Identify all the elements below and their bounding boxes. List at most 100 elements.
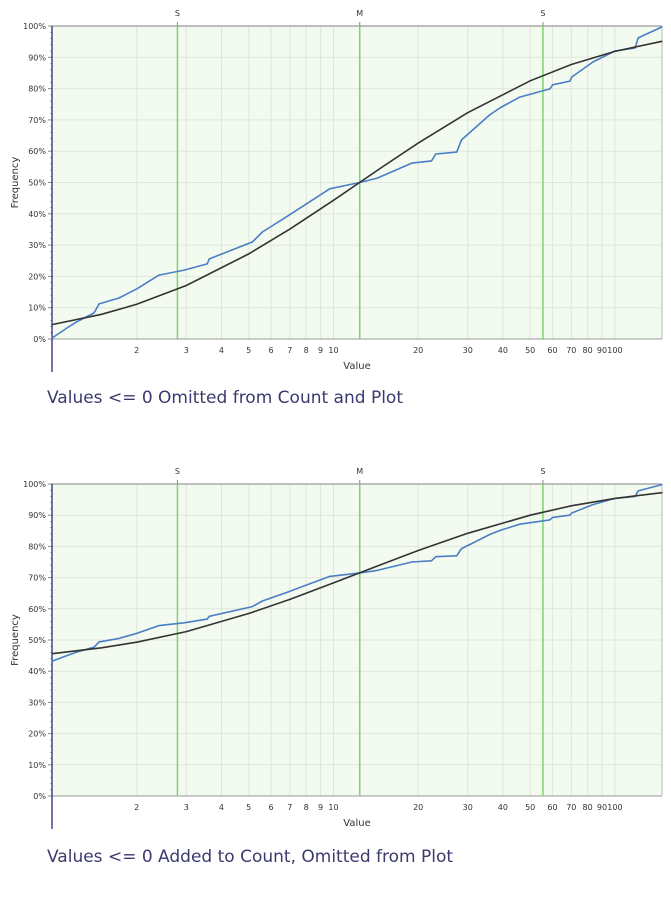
- empirical-point: [66, 655, 68, 657]
- fitted-point: [185, 630, 187, 633]
- marker-label: M: [356, 9, 363, 18]
- empirical-point: [158, 625, 160, 627]
- empirical-point: [93, 646, 95, 648]
- empirical-point: [474, 127, 476, 129]
- empirical-point: [411, 162, 413, 164]
- chart-1: 0% 10% 20% 30% 40% 50% 60% 70% 80% 90% 100% 2 3 4 5 6 7 8…: [10, 9, 663, 408]
- y-tick-label: 10%: [28, 761, 46, 770]
- empirical-point: [305, 203, 307, 205]
- x-tick-label: 6: [268, 346, 273, 355]
- empirical-point: [206, 618, 208, 620]
- fitted-point: [417, 549, 419, 552]
- x-tick-label: 5: [246, 803, 251, 812]
- fitted-point: [529, 80, 531, 82]
- empirical-point: [519, 523, 521, 525]
- fitted-point: [100, 647, 103, 649]
- empirical-point: [261, 231, 263, 233]
- y-axis-label: Frequency: [10, 157, 21, 209]
- empirical-point: [569, 514, 571, 516]
- empirical-point: [430, 560, 433, 562]
- marker-label: M: [356, 467, 363, 476]
- empirical-point: [285, 591, 287, 594]
- empirical-point: [571, 512, 573, 514]
- x-tick-label: 50: [525, 803, 535, 812]
- empirical-point: [51, 337, 53, 339]
- x-tick-label: 40: [498, 346, 508, 355]
- marker-label: S: [540, 467, 545, 476]
- x-axis-label: Value: [343, 361, 370, 372]
- y-tick-label: 100%: [23, 480, 46, 489]
- empirical-point: [376, 569, 378, 572]
- fitted-point: [570, 505, 572, 507]
- y-tick-label: 40%: [28, 210, 46, 219]
- empirical-point: [474, 541, 476, 543]
- fitted-point: [661, 492, 663, 494]
- x-tick-label: 10: [328, 346, 338, 355]
- fitted-point: [614, 497, 616, 499]
- empirical-point: [329, 188, 331, 190]
- fitted-point: [529, 514, 531, 516]
- empirical-point: [208, 258, 210, 260]
- fitted-point: [136, 641, 138, 643]
- empirical-point: [98, 303, 100, 305]
- chart-caption: Values <= 0 Added to Count, Omitted from…: [47, 847, 453, 867]
- empirical-curve: [51, 26, 663, 339]
- y-tick-label: 80%: [28, 542, 46, 551]
- fitted-point: [661, 40, 663, 42]
- fitted-point: [289, 598, 291, 601]
- empirical-point: [661, 26, 663, 28]
- y-tick-label: 70%: [28, 116, 46, 125]
- empirical-point: [637, 490, 639, 492]
- y-tick-label: 30%: [28, 698, 46, 707]
- empirical-point: [489, 533, 491, 536]
- chart-2: 0% 10% 20% 30% 40% 50% 60% 70% 80% 90% 100% 2 3 4 5 6 7 8…: [10, 467, 663, 867]
- fitted-point: [332, 582, 335, 584]
- x-tick-label: 40: [498, 803, 508, 812]
- x-tick-label: 8: [304, 803, 309, 812]
- empirical-point: [435, 556, 437, 558]
- x-tick-label: 30: [463, 803, 473, 812]
- x-tick-label: 70: [566, 803, 576, 812]
- y-tick-label: 90%: [28, 53, 46, 62]
- y-tick-label: 50%: [28, 636, 46, 645]
- empirical-point: [430, 160, 433, 162]
- empirical-point: [158, 274, 160, 276]
- empirical-point: [460, 139, 463, 141]
- x-tick-label: 2: [134, 803, 139, 812]
- fitted-point: [332, 199, 335, 201]
- empirical-point: [456, 555, 458, 557]
- empirical-point: [136, 632, 138, 635]
- fitted-point: [467, 112, 469, 114]
- x-tick-label: 80: [583, 803, 593, 812]
- empirical-point: [552, 84, 554, 86]
- empirical-point: [75, 651, 77, 653]
- empirical-point: [569, 80, 571, 82]
- x-tick-label: 4: [219, 803, 224, 812]
- empirical-point: [460, 547, 463, 550]
- y-tick-label: 80%: [28, 85, 46, 94]
- empirical-point: [251, 606, 253, 608]
- empirical-point: [411, 561, 413, 563]
- empirical-point: [456, 151, 458, 153]
- empirical-point: [66, 327, 68, 329]
- fitted-point: [248, 612, 250, 615]
- x-tick-label: 6: [268, 803, 273, 812]
- empirical-point: [98, 641, 100, 643]
- y-tick-label: 20%: [28, 272, 46, 281]
- empirical-point: [519, 96, 521, 98]
- empirical-point: [499, 529, 501, 532]
- x-tick-label: 100: [607, 346, 622, 355]
- x-tick-label: 20: [413, 346, 423, 355]
- x-tick-label: 80: [583, 346, 593, 355]
- fitted-curve: [51, 491, 663, 655]
- y-tick-label: 30%: [28, 241, 46, 250]
- x-tick-label: 7: [287, 803, 292, 812]
- x-tick-label: 10: [328, 803, 338, 812]
- empirical-point: [549, 88, 551, 90]
- fitted-point: [570, 63, 572, 66]
- fitted-point: [382, 165, 384, 168]
- fitted-point: [382, 563, 384, 565]
- empirical-point: [592, 503, 594, 506]
- y-tick-label: 10%: [28, 304, 46, 313]
